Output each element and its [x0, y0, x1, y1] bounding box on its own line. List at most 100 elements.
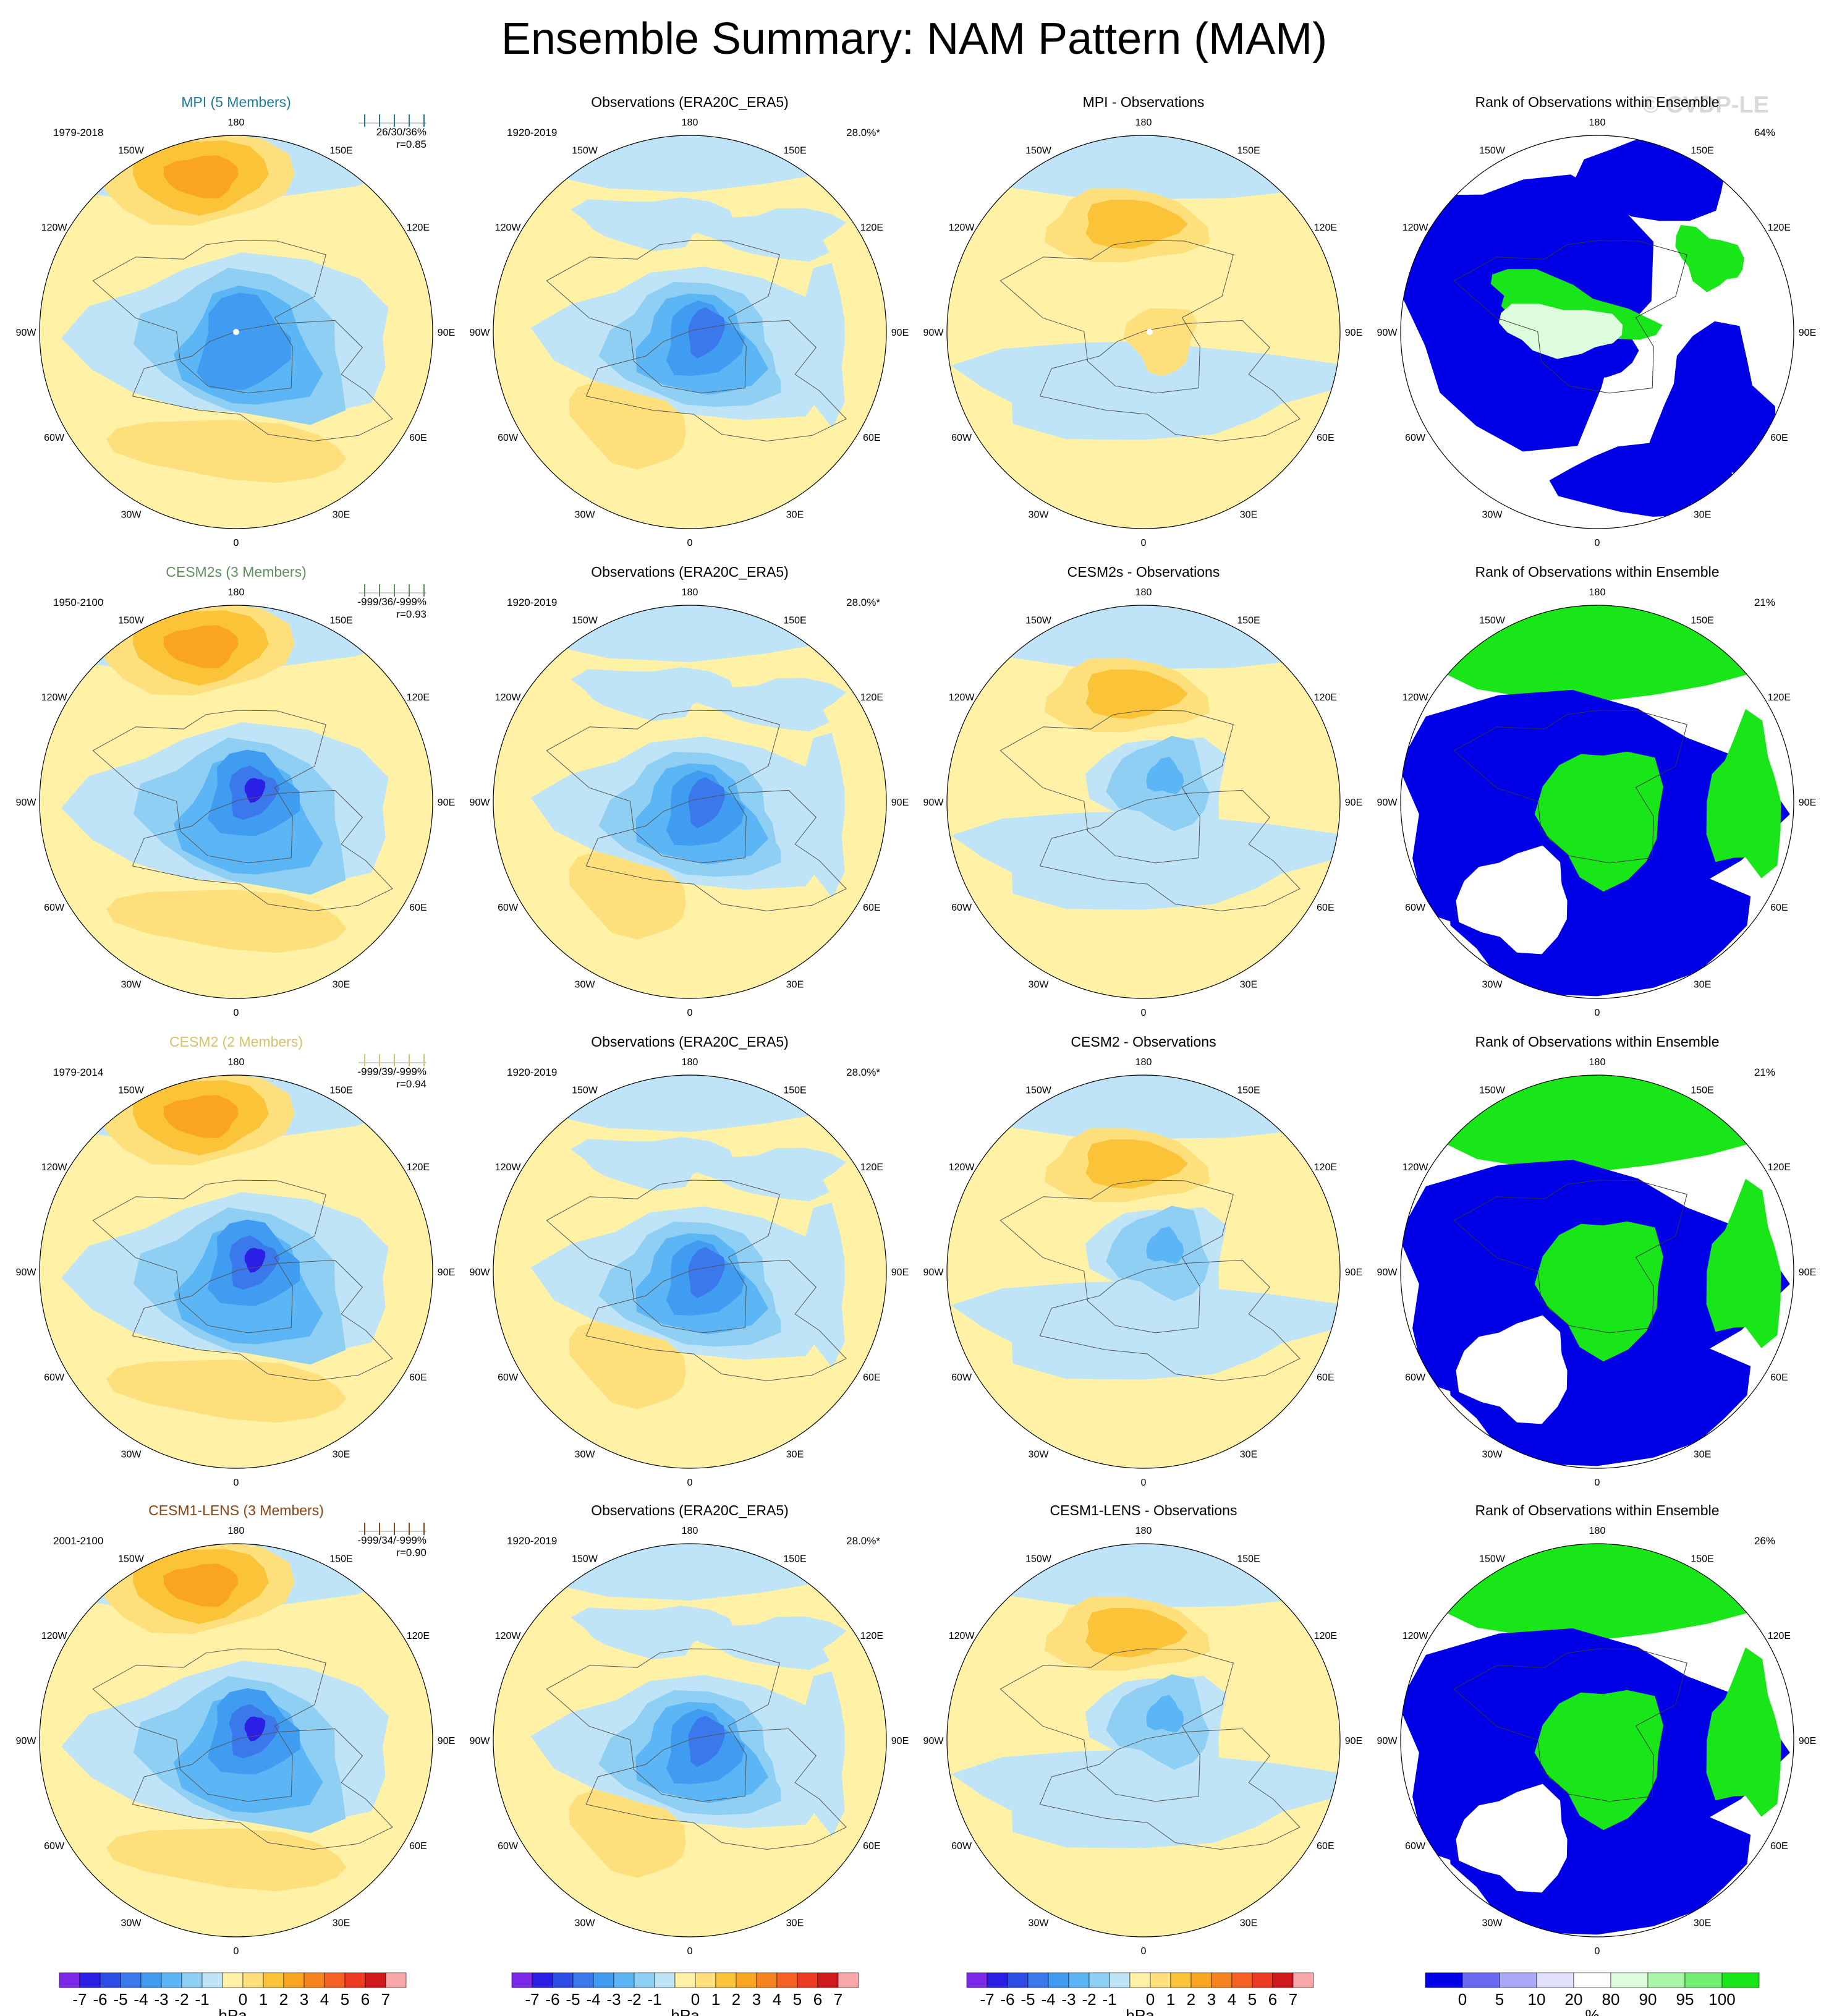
- obs-map-row3: 180 150E 120E 90E 60E 30E 0 30W 60W 90W 120W 150W Ob…: [470, 1034, 909, 1488]
- meridian-label: 60E: [1770, 1841, 1788, 1852]
- meridian-label: 60E: [409, 903, 426, 913]
- model-map-row2: 180 150E 120E 90E 60E 30E 0 30W 60W 90W 120W 150W CE…: [16, 564, 456, 1018]
- meridian-label: 60E: [1317, 1372, 1334, 1383]
- colorbar-tick: 7: [834, 1990, 842, 2009]
- colorbar-swatch: [756, 1972, 778, 1988]
- colorbar-swatch: [202, 1972, 223, 1988]
- meridian-label: 60E: [1317, 1841, 1334, 1852]
- colorbar-swatch: [181, 1972, 203, 1988]
- meridian-label: 60W: [44, 433, 65, 443]
- colorbar-tick: 0: [691, 1990, 700, 2009]
- meridian-label: 90W: [1377, 1736, 1398, 1746]
- meridian-label: 120E: [1768, 223, 1791, 233]
- obs-map-row4: 180 150E 120E 90E 60E 30E 0 30W 60W 90W 120W 150W Ob…: [470, 1502, 909, 1957]
- diff-panel-title: CESM1-LENS - Observations: [1050, 1502, 1237, 1518]
- diff-panel-title: MPI - Observations: [1083, 94, 1205, 110]
- meridian-label: 150E: [783, 1086, 806, 1096]
- variance-stats: -999/34/-999%: [357, 1534, 426, 1546]
- colorbar-swatch: [263, 1972, 284, 1988]
- meridian-label: 60W: [1405, 1841, 1426, 1852]
- meridian-labels: 180 150E 120E 90E 60E 30E 0 30W 60W 90W 120W 150W: [16, 117, 456, 548]
- year-range: 1979-2018: [53, 127, 103, 138]
- colorbar-swatch: [1425, 1972, 1463, 1988]
- meridian-label: 180: [1135, 587, 1152, 598]
- meridian-label: 150W: [1025, 616, 1052, 626]
- meridian-label: 120W: [495, 223, 522, 233]
- meridian-label: 180: [1135, 117, 1152, 128]
- meridian-label: 60W: [1405, 903, 1426, 913]
- meridian-label: 120W: [1403, 1631, 1429, 1641]
- meridian-label: 60E: [409, 433, 426, 443]
- colorbar-label: hPa: [218, 2006, 247, 2016]
- meridian-label: 60W: [498, 1372, 519, 1383]
- colorbar-tick: -3: [606, 1990, 621, 2009]
- meridian-label: 120W: [1403, 223, 1429, 233]
- meridian-label: 90W: [923, 797, 944, 808]
- colorbar-swatch: [1573, 1972, 1611, 1988]
- meridian-label: 30W: [121, 509, 142, 520]
- meridian-label: 120E: [407, 1631, 430, 1641]
- meridian-label: 120W: [41, 1162, 68, 1173]
- colorbar-tick: -2: [1082, 1990, 1096, 2009]
- meridian-label: 150W: [118, 146, 145, 156]
- model-panel-title: CESM1-LENS (3 Members): [148, 1502, 324, 1518]
- meridian-label: 120E: [407, 1162, 430, 1173]
- meridian-label: 150E: [329, 616, 352, 626]
- meridian-label: 30W: [121, 1918, 142, 1928]
- meridian-label: 60W: [1405, 433, 1426, 443]
- rank-colorbar: 0 5 10 20 80 90 95 100%: [1425, 1972, 1760, 2016]
- meridian-label: 0: [1595, 538, 1600, 548]
- colorbar-tick: -4: [1041, 1990, 1055, 2009]
- meridian-label: 90W: [470, 1736, 491, 1746]
- colorbar-swatch: [385, 1972, 407, 1988]
- colorbar-tick: -7: [72, 1990, 87, 2009]
- meridian-labels: 180 150E 120E 90E 60E 30E 0 30W 60W 90W 120W 150W: [470, 117, 909, 548]
- meridian-label: 0: [687, 538, 693, 548]
- rank-panel-title: Rank of Observations within Ensemble: [1475, 1502, 1719, 1518]
- colorbar-swatch: [283, 1972, 305, 1988]
- colorbar-swatch: [1088, 1972, 1110, 1988]
- meridian-label: 60E: [1770, 1372, 1788, 1383]
- colorbar-swatch: [511, 1972, 533, 1988]
- meridian-label: 150W: [572, 1554, 598, 1565]
- colorbar-label: hPa: [671, 2006, 700, 2016]
- pattern-correlation: r=0.93: [396, 608, 426, 620]
- meridian-label: 120E: [860, 223, 883, 233]
- meridian-label: 90E: [1799, 1736, 1816, 1746]
- colorbar-swatch: [1129, 1972, 1151, 1988]
- meridian-label: 150E: [329, 1086, 352, 1096]
- obs-panel-title: Observations (ERA20C_ERA5): [591, 1502, 789, 1518]
- colorbar-tick: 7: [1289, 1990, 1297, 2009]
- meridian-label: 90E: [1345, 797, 1362, 808]
- meridian-label: 0: [1141, 538, 1147, 548]
- diff-panel-title: CESM2 - Observations: [1071, 1034, 1216, 1050]
- colorbar-tick: 10: [1528, 1990, 1546, 2009]
- meridian-label: 90E: [1345, 1736, 1362, 1746]
- model-map-row4: 180 150E 120E 90E 60E 30E 0 30W 60W 90W 120W 150W CE…: [16, 1502, 456, 1957]
- meridian-label: 0: [687, 1946, 693, 1957]
- colorbar-swatch: [222, 1972, 244, 1988]
- colorbar-tick: 3: [752, 1990, 761, 2009]
- rank-percentage: 21%: [1754, 1066, 1775, 1078]
- meridian-label: 180: [682, 117, 698, 128]
- colorbar-swatch: [79, 1972, 101, 1988]
- meridian-label: 60W: [44, 1372, 65, 1383]
- model-panel-title: MPI (5 Members): [181, 94, 291, 110]
- meridian-labels: 180 150E 120E 90E 60E 30E 0 30W 60W 90W 120W 150W: [923, 117, 1363, 548]
- meridian-label: 30W: [575, 1918, 596, 1928]
- colorbar-label: %: [1585, 2006, 1599, 2016]
- meridian-label: 60E: [863, 433, 880, 443]
- variance-stats: -999/36/-999%: [357, 596, 426, 608]
- diff-map-row4: 180 150E 120E 90E 60E 30E 0 30W 60W 90W 120W 150W CE…: [923, 1502, 1363, 1957]
- meridian-label: 30E: [786, 509, 804, 520]
- colorbar-label: hPa: [1126, 2006, 1155, 2016]
- meridian-label: 150E: [329, 146, 352, 156]
- meridian-label: 120W: [41, 692, 68, 703]
- colorbar-tick: -3: [1061, 1990, 1076, 2009]
- meridian-label: 30E: [786, 979, 804, 990]
- model-panel-title: CESM2s (3 Members): [166, 564, 306, 580]
- meridian-label: 180: [228, 1526, 245, 1536]
- colorbar-tick: -4: [586, 1990, 600, 2009]
- colorbar-tick: 3: [1207, 1990, 1216, 2009]
